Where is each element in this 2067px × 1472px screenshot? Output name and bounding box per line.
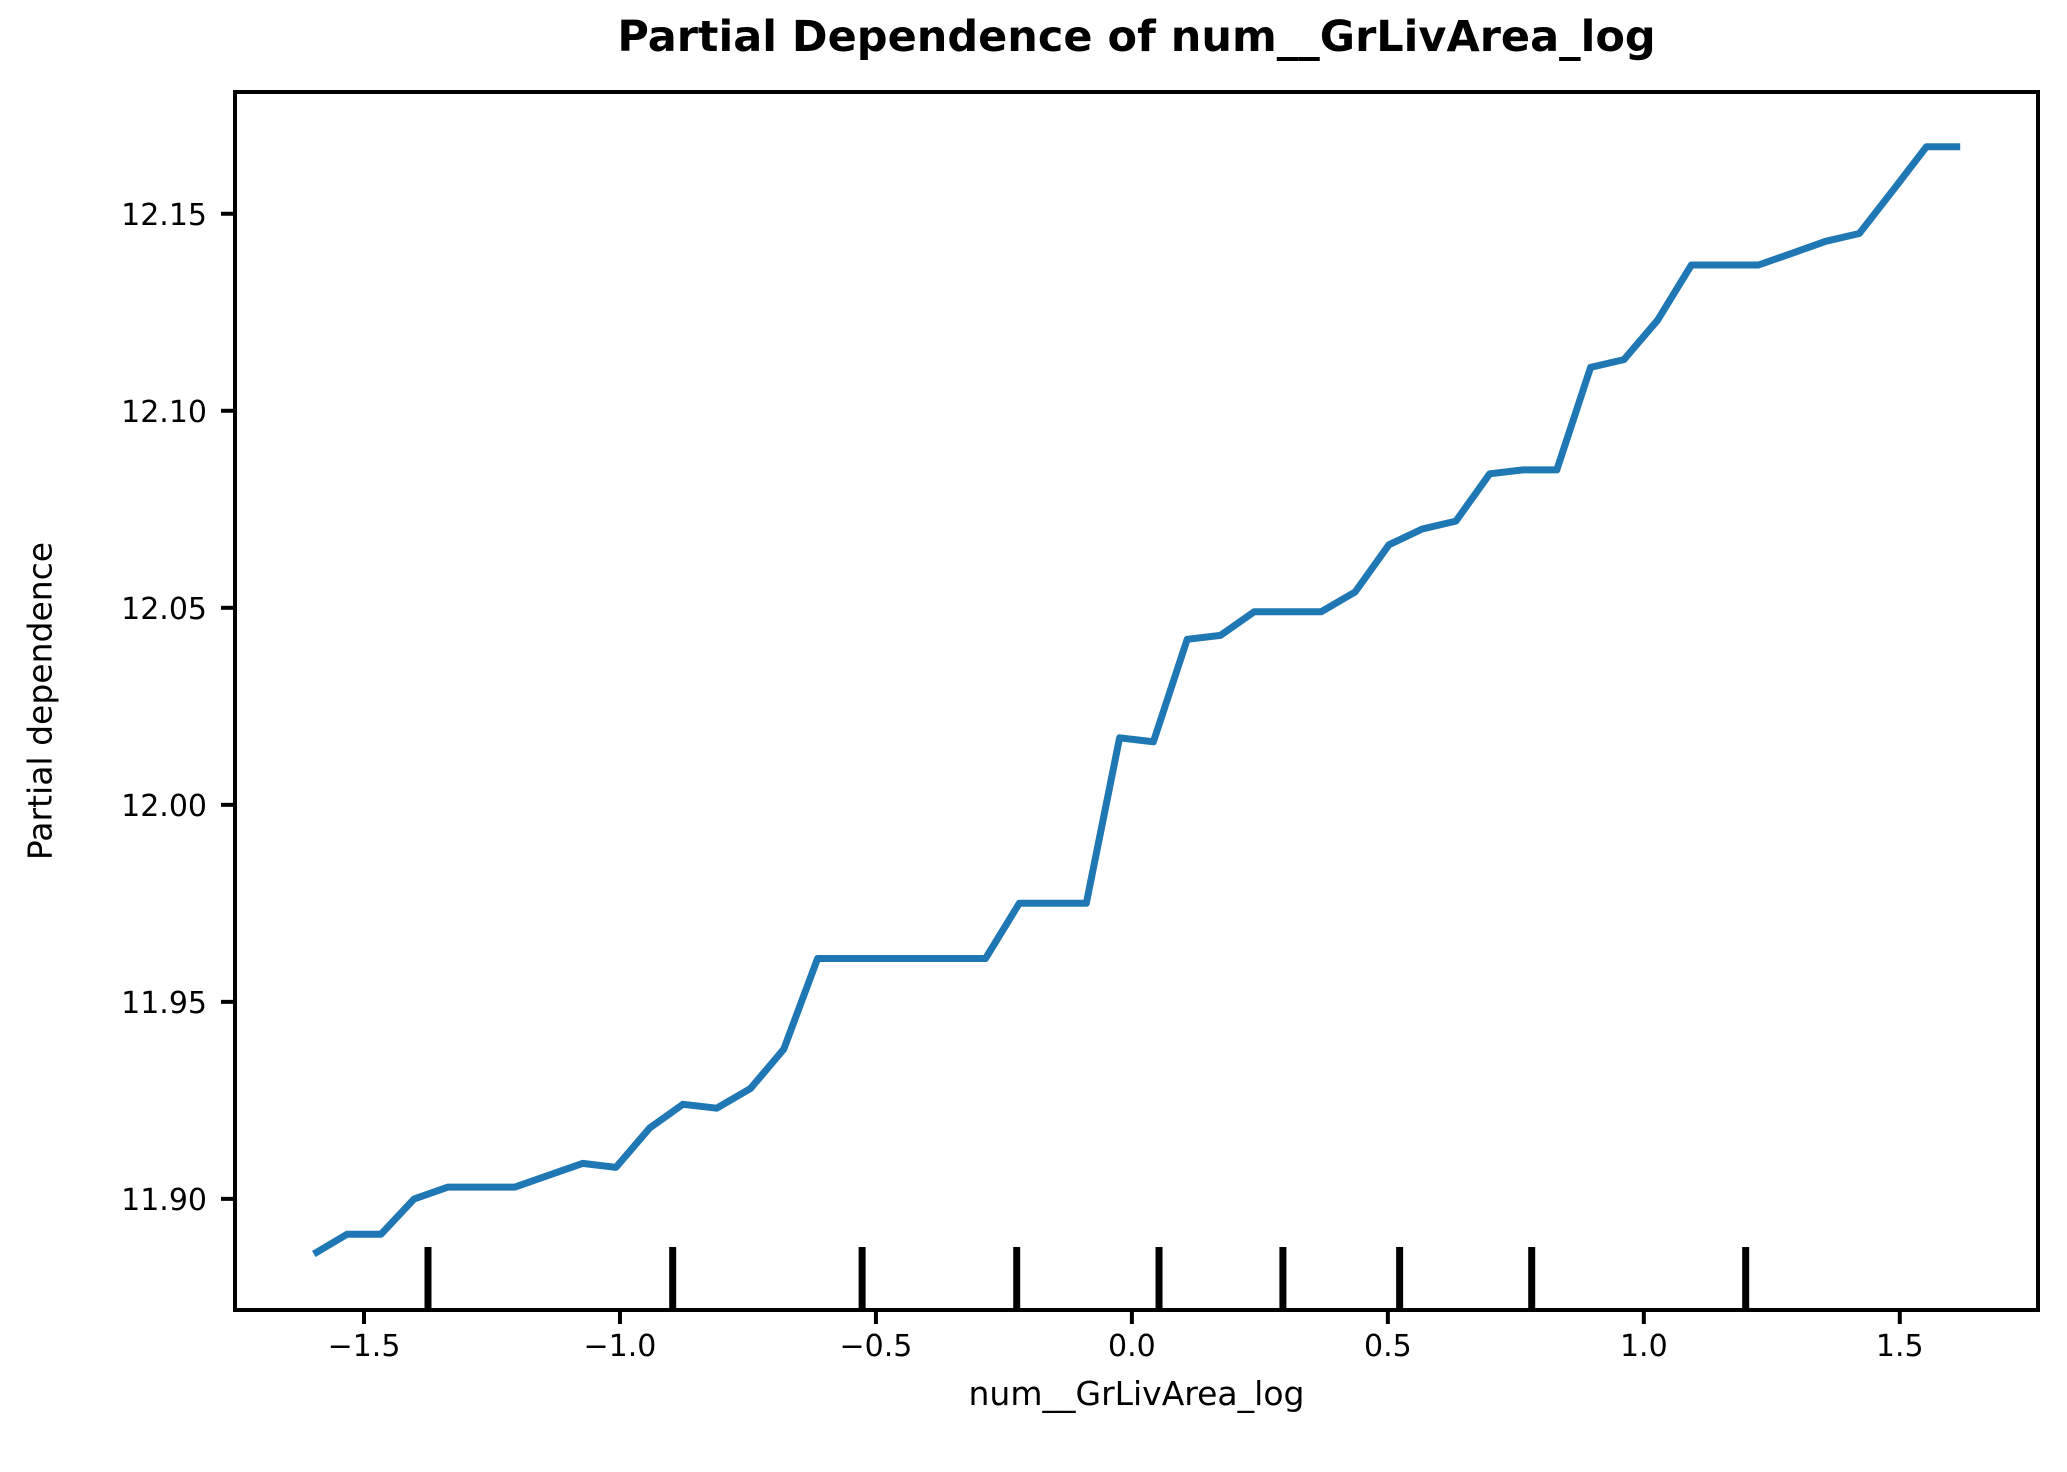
decile-rug-marks (424, 1247, 1750, 1308)
x-tick-label: −0.5 (840, 1329, 913, 1364)
axis-tick-labels: −1.5 −1.0 −0.5 0.0 0.5 1.0 1.5 11.90 11.95 12.00 1… (121, 198, 1924, 1364)
y-tick-label: 12.00 (121, 789, 207, 824)
y-tick-label: 11.95 (121, 986, 207, 1021)
x-tick-label: 0.0 (1108, 1329, 1156, 1364)
y-tick-label: 12.10 (121, 395, 207, 430)
pdp-line-group (312, 143, 1961, 1258)
y-tick-label: 11.90 (121, 1183, 207, 1218)
axes-spines (233, 90, 2040, 1312)
x-tick-label: 1.0 (1620, 1329, 1668, 1364)
x-axis-label: num__GrLivArea_log (968, 1374, 1305, 1413)
plot-border (233, 90, 2040, 1312)
y-tick-label: 12.15 (121, 198, 207, 233)
axis-ticks (221, 211, 1902, 1324)
x-tick-label: 1.5 (1876, 1329, 1924, 1364)
pdp-line (312, 143, 1961, 1258)
x-tick-label: 0.5 (1364, 1329, 1412, 1364)
y-axis-label: Partial dependence (20, 541, 60, 861)
x-tick-label: −1.5 (328, 1329, 401, 1364)
x-tick-label: −1.0 (584, 1329, 657, 1364)
y-tick-label: 12.05 (121, 592, 207, 627)
chart-title: Partial Dependence of num__GrLivArea_log (617, 12, 1656, 62)
